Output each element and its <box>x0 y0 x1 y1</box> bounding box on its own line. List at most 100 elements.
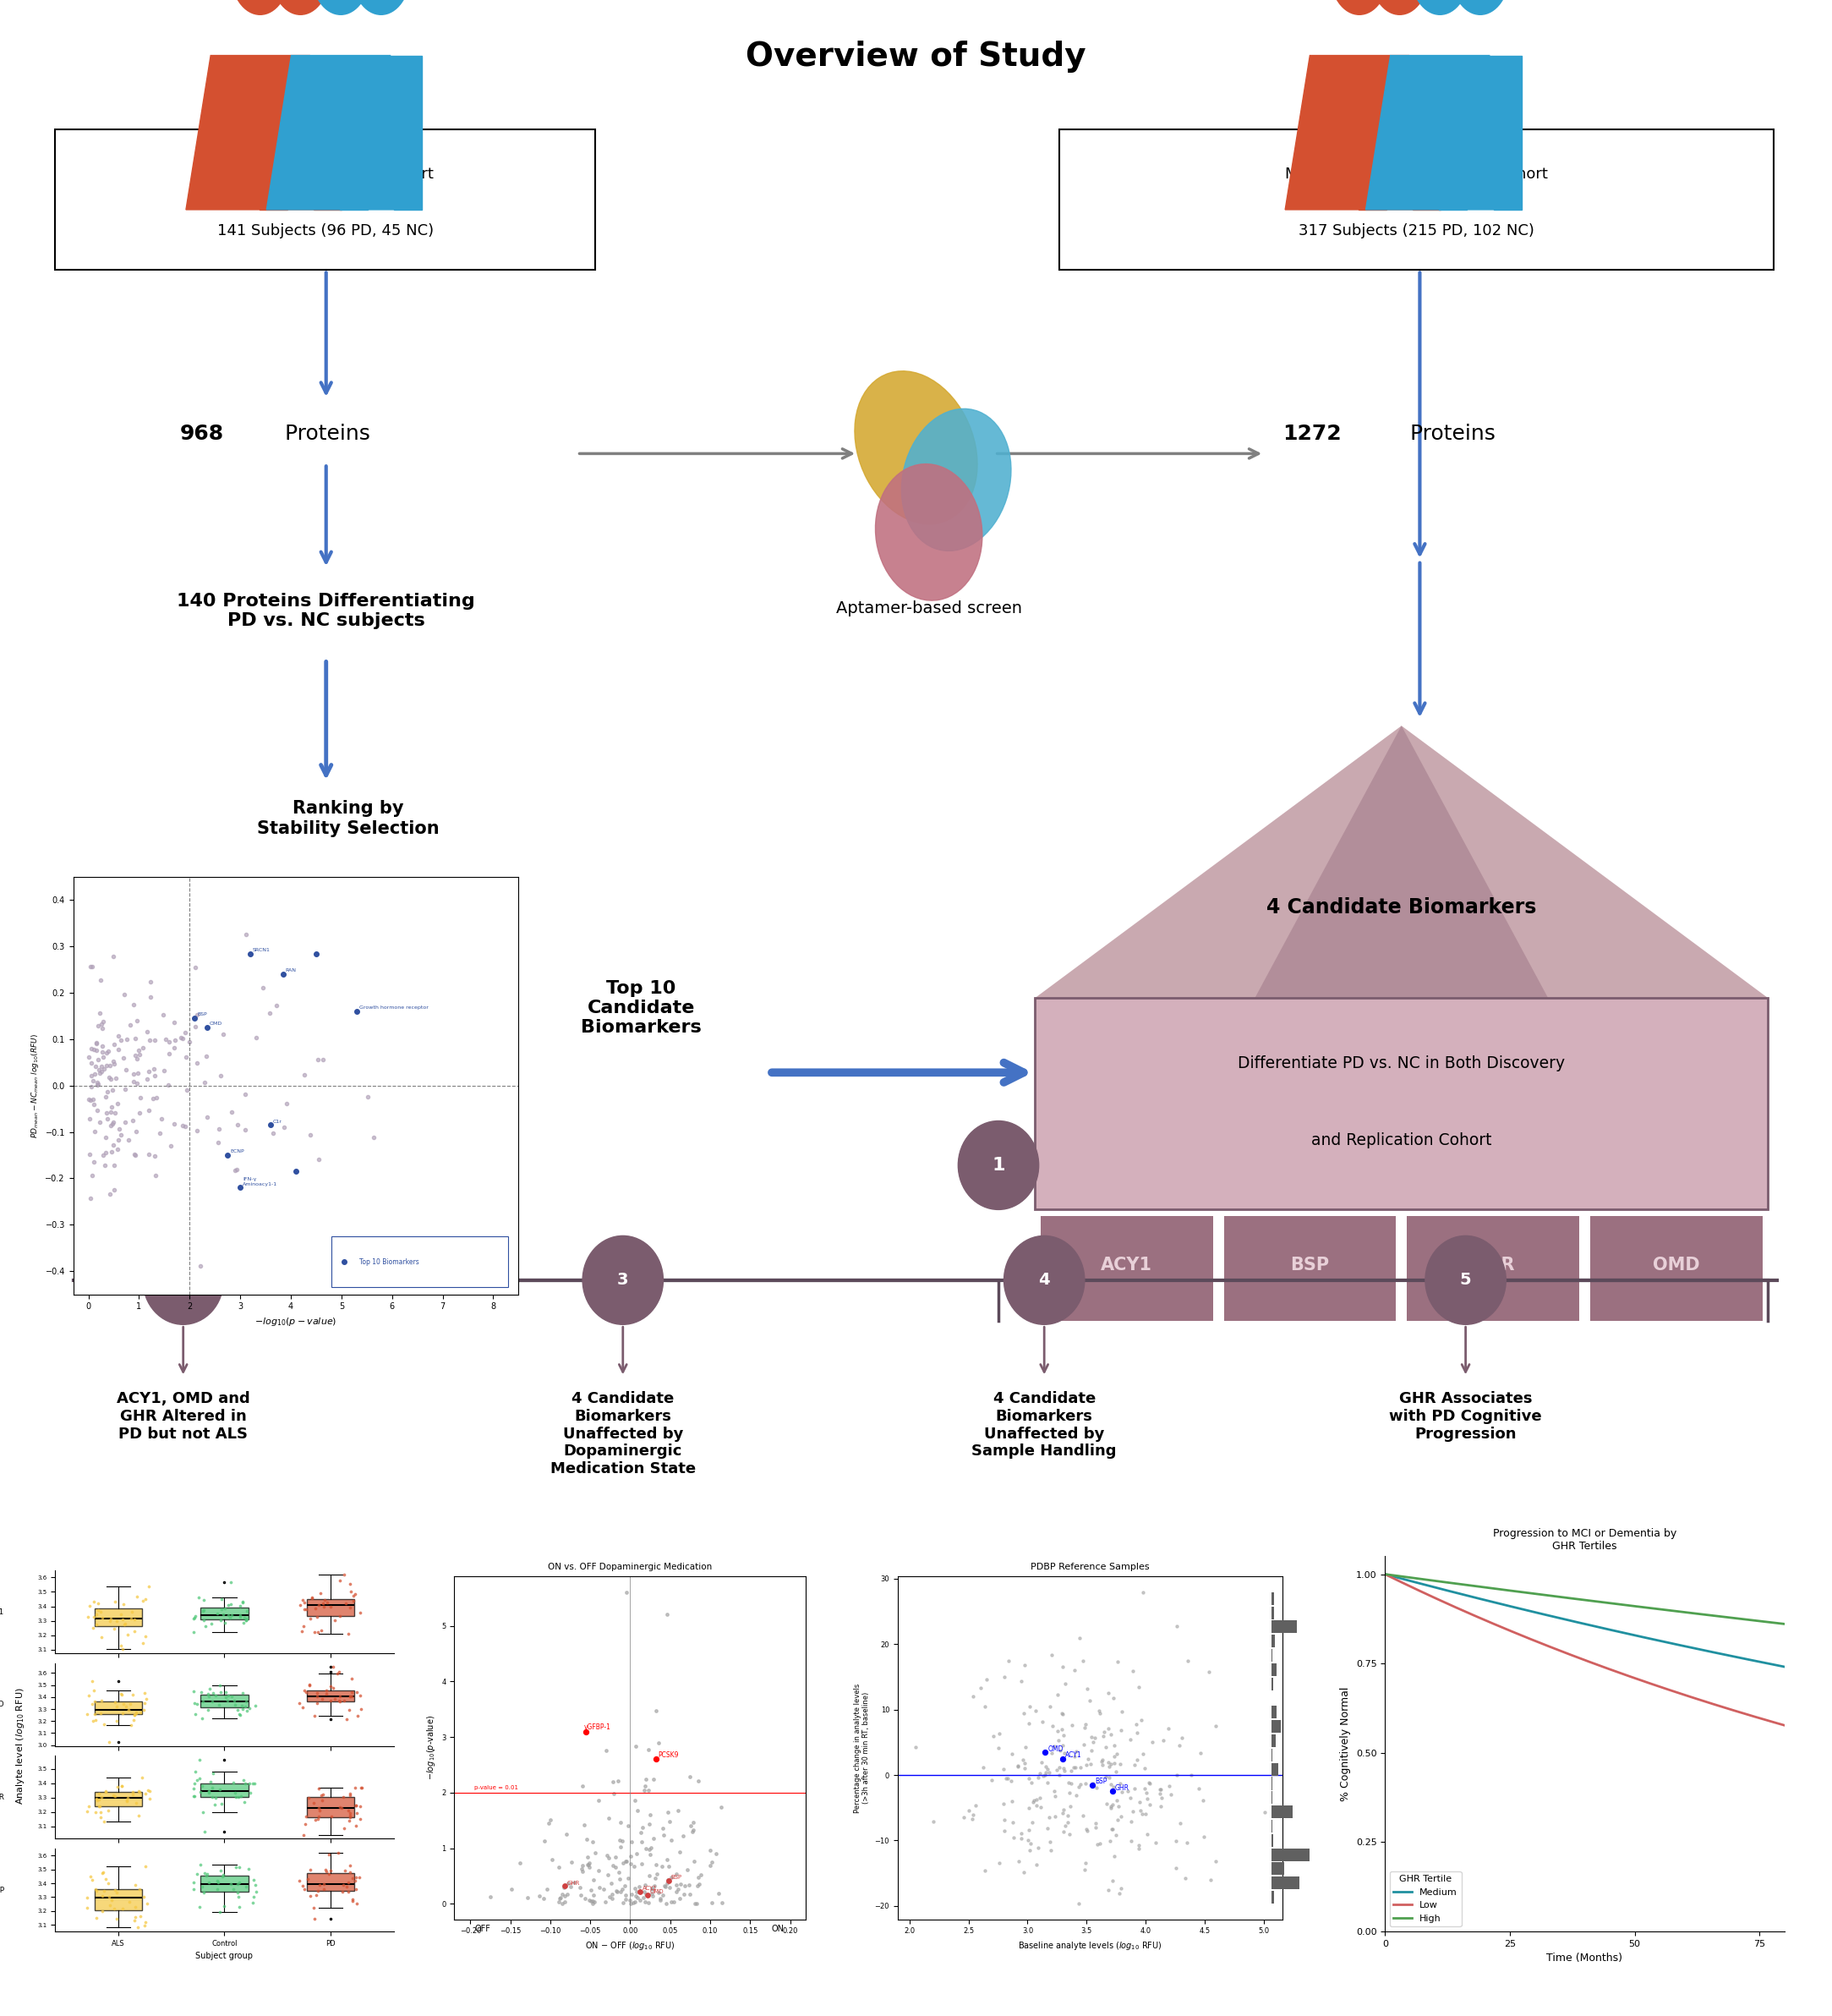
Point <box>191 1040 220 1073</box>
Point <box>599 1766 628 1798</box>
Point <box>676 1760 705 1792</box>
Point <box>1055 1790 1085 1822</box>
Line: High: High <box>1385 1574 1784 1625</box>
Point <box>632 1833 661 1865</box>
Point <box>332 1704 361 1736</box>
Text: 4 Candidate
Biomarkers
Unaffected by
Dopaminergic
Medication State: 4 Candidate Biomarkers Unaffected by Dop… <box>550 1391 696 1476</box>
Text: OMD: OMD <box>209 1022 222 1026</box>
Point <box>328 1875 357 1907</box>
Point <box>236 937 266 970</box>
Point <box>112 1052 141 1085</box>
Point <box>99 1107 128 1139</box>
Point <box>683 1764 713 1796</box>
Point <box>77 1687 106 1720</box>
Point <box>1017 1766 1046 1798</box>
Point <box>592 1734 621 1766</box>
Point <box>81 1704 110 1736</box>
Point <box>1165 1806 1194 1839</box>
Ellipse shape <box>311 0 370 14</box>
Point <box>1085 1697 1114 1730</box>
Low <box>1737 1702 1759 1726</box>
Point <box>238 1881 267 1913</box>
Point <box>1092 1760 1121 1792</box>
Point <box>958 1802 987 1835</box>
Point <box>1044 1724 1074 1756</box>
Point <box>81 1685 110 1718</box>
Point <box>1048 1796 1077 1829</box>
Point <box>608 1873 638 1905</box>
Point <box>202 1782 231 1814</box>
Point <box>82 1784 112 1816</box>
Point <box>77 952 106 984</box>
Point <box>1061 1752 1090 1784</box>
Point <box>148 998 178 1030</box>
Point <box>1096 1792 1125 1824</box>
Point <box>211 1593 240 1625</box>
Point <box>291 1800 321 1833</box>
Point <box>224 1881 253 1913</box>
Ellipse shape <box>1330 0 1389 14</box>
Text: PCSK9: PCSK9 <box>658 1752 680 1758</box>
Point <box>1092 1732 1121 1764</box>
Point <box>616 1841 645 1873</box>
Point <box>304 1589 333 1621</box>
Point <box>123 1066 152 1099</box>
Point <box>344 1597 374 1629</box>
Point <box>605 1863 634 1895</box>
Point <box>322 1657 352 1689</box>
Text: p-value = 0.01: p-value = 0.01 <box>474 1784 518 1790</box>
Point <box>1009 1748 1039 1780</box>
Point <box>601 1851 630 1883</box>
Polygon shape <box>1367 56 1513 210</box>
Point <box>224 1109 253 1141</box>
Point <box>1097 1768 1127 1800</box>
Point <box>185 1849 214 1881</box>
Point <box>299 1786 328 1818</box>
Point <box>181 1756 211 1788</box>
Point <box>573 1849 603 1881</box>
Point <box>205 1058 234 1091</box>
Ellipse shape <box>1370 0 1429 14</box>
Polygon shape <box>1255 726 1548 998</box>
Point <box>333 1619 363 1651</box>
Point <box>577 1873 606 1905</box>
Point <box>86 1621 115 1653</box>
Text: ACY1: ACY1 <box>643 1887 658 1891</box>
Point <box>1119 1748 1149 1780</box>
Point <box>220 1766 249 1798</box>
Point <box>187 1871 216 1903</box>
Point <box>1052 1667 1081 1699</box>
Point <box>969 1691 998 1724</box>
Point <box>86 1008 115 1040</box>
Point <box>224 1780 253 1812</box>
Point <box>258 1117 288 1149</box>
Point <box>125 1798 154 1831</box>
Text: GHR: GHR <box>1471 1256 1515 1274</box>
Point <box>291 1808 321 1841</box>
Text: OMD: OMD <box>650 1889 665 1895</box>
Point <box>337 1679 366 1712</box>
Point <box>335 1849 365 1881</box>
Point <box>1068 1798 1097 1831</box>
Legend: Medium, Low, High: Medium, Low, High <box>1390 1871 1462 1927</box>
Point <box>1099 1681 1129 1714</box>
Point <box>1145 1778 1174 1810</box>
Title: Progression to MCI or Dementia by
GHR Tertiles: Progression to MCI or Dementia by GHR Te… <box>1493 1528 1676 1552</box>
Point <box>86 1800 115 1833</box>
Point <box>238 1887 267 1919</box>
Point <box>687 1859 716 1891</box>
Point <box>75 1591 104 1623</box>
Point <box>1097 1788 1127 1820</box>
Point <box>680 1814 709 1847</box>
Point <box>989 1788 1019 1820</box>
Point <box>1059 1740 1088 1772</box>
Point <box>1039 1710 1068 1742</box>
Point <box>194 1776 224 1808</box>
Point <box>343 1677 372 1710</box>
Point <box>330 1558 359 1591</box>
Y-axis label: $PD_{mean} - NC_{mean}\ log_{10}(RFU)$: $PD_{mean} - NC_{mean}\ log_{10}(RFU)$ <box>29 1034 40 1137</box>
Point <box>302 937 332 970</box>
Point <box>346 1790 376 1822</box>
Point <box>989 1754 1019 1786</box>
Text: vGFBP-1: vGFBP-1 <box>584 1724 610 1732</box>
